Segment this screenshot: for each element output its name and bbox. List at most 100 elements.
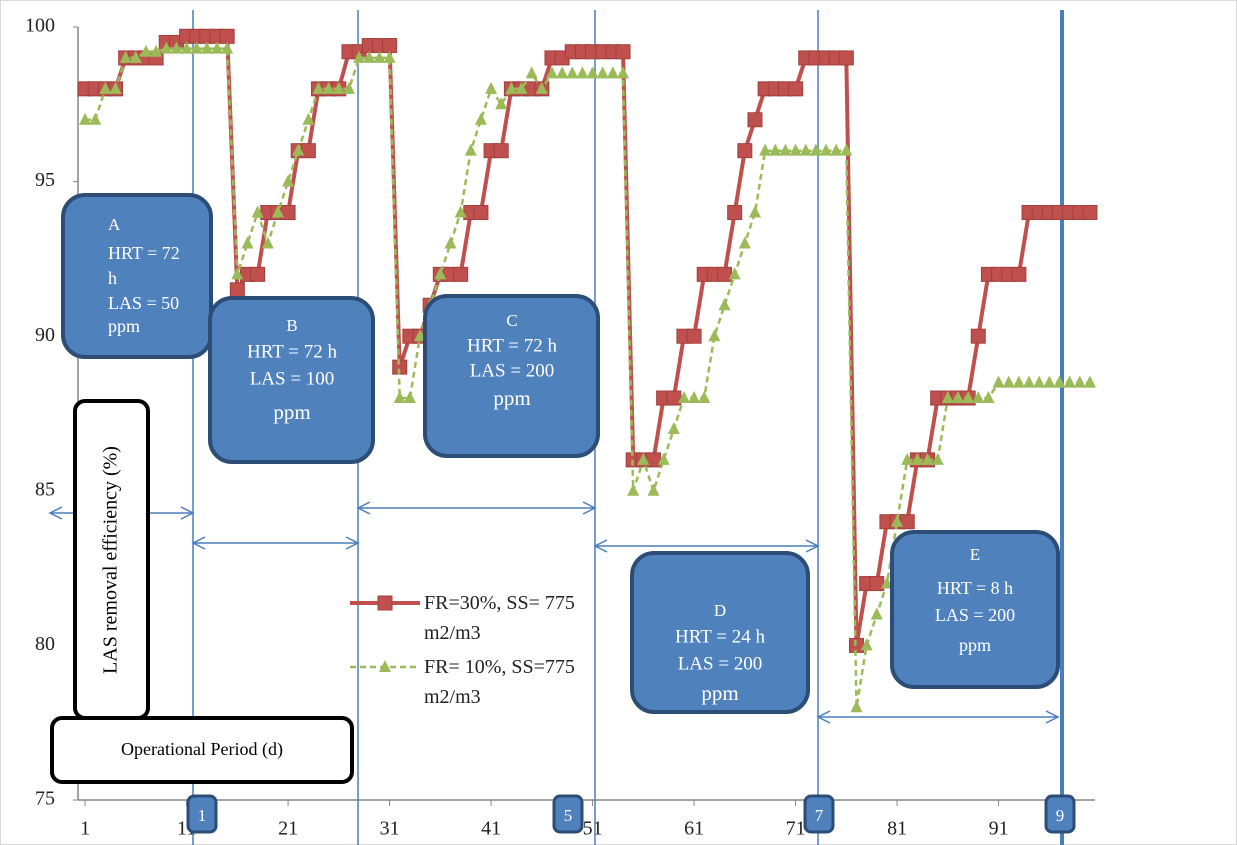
marker	[363, 50, 376, 63]
marker	[637, 452, 650, 465]
marker	[485, 81, 498, 94]
marker	[617, 66, 630, 79]
arrow-head	[345, 536, 360, 550]
x-tick-label: 61	[684, 818, 704, 840]
period-marker-box	[1044, 794, 1076, 834]
marker	[495, 97, 508, 110]
marker	[606, 66, 619, 79]
marker	[982, 391, 995, 404]
phase-text: LAS = 100	[250, 368, 335, 389]
marker	[667, 421, 680, 434]
marker	[820, 143, 833, 156]
marker	[241, 236, 254, 249]
period-marker: 7	[815, 806, 824, 825]
marker	[150, 44, 163, 57]
marker	[860, 638, 873, 651]
marker	[970, 328, 986, 344]
marker	[728, 267, 741, 280]
marker	[992, 375, 1005, 388]
marker	[840, 143, 853, 156]
marker	[180, 41, 193, 54]
marker	[1082, 205, 1098, 221]
x-axis-label: Operational Period (d)	[121, 739, 283, 760]
marker	[566, 66, 579, 79]
phase-text: h	[108, 268, 117, 288]
phase-text: D	[714, 601, 726, 620]
x-tick-label: 71	[786, 818, 806, 840]
arrow-head	[805, 539, 820, 553]
marker	[545, 66, 558, 79]
phase-text: HRT = 72 h	[247, 341, 337, 362]
y-tick-label: 95	[35, 169, 55, 191]
arrow-head	[180, 506, 195, 520]
y-tick-label: 80	[35, 633, 55, 655]
marker	[109, 81, 122, 94]
marker	[677, 391, 690, 404]
marker	[809, 143, 822, 156]
phase-text: HRT = 8 h	[937, 578, 1013, 598]
marker	[737, 143, 753, 159]
marker	[951, 391, 964, 404]
marker	[1033, 375, 1046, 388]
marker	[1011, 266, 1027, 282]
marker	[444, 236, 457, 249]
marker	[686, 328, 702, 344]
period-marker: 5	[564, 806, 573, 825]
marker	[901, 452, 914, 465]
marker	[229, 282, 245, 298]
marker	[615, 44, 631, 60]
marker	[99, 81, 112, 94]
phase-text: LAS = 200	[678, 653, 763, 674]
phase-box	[890, 530, 1060, 689]
marker	[576, 66, 589, 79]
phase-text: ppm	[108, 316, 140, 336]
marker	[911, 452, 924, 465]
marker	[312, 81, 325, 94]
marker	[261, 236, 274, 249]
phase-text: HRT = 24 h	[675, 626, 765, 647]
marker	[1023, 375, 1036, 388]
marker	[870, 607, 883, 620]
marker	[556, 66, 569, 79]
marker	[789, 143, 802, 156]
marker	[282, 174, 295, 187]
marker	[769, 143, 782, 156]
marker	[129, 50, 142, 63]
phase-text: ppm	[273, 400, 310, 424]
arrow-head	[356, 501, 371, 515]
marker	[747, 112, 763, 128]
marker	[474, 112, 487, 125]
marker	[779, 143, 792, 156]
period-marker-box	[803, 794, 835, 834]
y-tick-label: 85	[35, 478, 55, 500]
marker	[219, 28, 235, 44]
marker	[434, 267, 447, 280]
marker	[89, 112, 102, 125]
marker	[200, 41, 213, 54]
phase-text: A	[108, 215, 121, 234]
arrow-head	[191, 536, 206, 550]
x-tick-label: 91	[989, 818, 1009, 840]
marker	[759, 143, 772, 156]
phase-text: HRT = 72	[108, 243, 180, 263]
marker	[972, 391, 985, 404]
x-tick-label: 81	[887, 818, 907, 840]
period-marker-box	[552, 794, 584, 834]
marker	[353, 50, 366, 63]
marker	[727, 205, 743, 221]
y-tick-label: 100	[25, 15, 55, 37]
arrow-head	[593, 539, 608, 553]
marker	[1043, 375, 1056, 388]
arrow-head	[816, 710, 831, 724]
y-tick-label: 90	[35, 324, 55, 346]
period-marker-box	[186, 794, 218, 834]
marker	[119, 50, 132, 63]
marker	[160, 41, 173, 54]
marker	[708, 329, 721, 342]
marker	[718, 298, 731, 311]
marker	[473, 205, 489, 221]
arrow-head	[48, 506, 63, 520]
marker	[1083, 375, 1096, 388]
